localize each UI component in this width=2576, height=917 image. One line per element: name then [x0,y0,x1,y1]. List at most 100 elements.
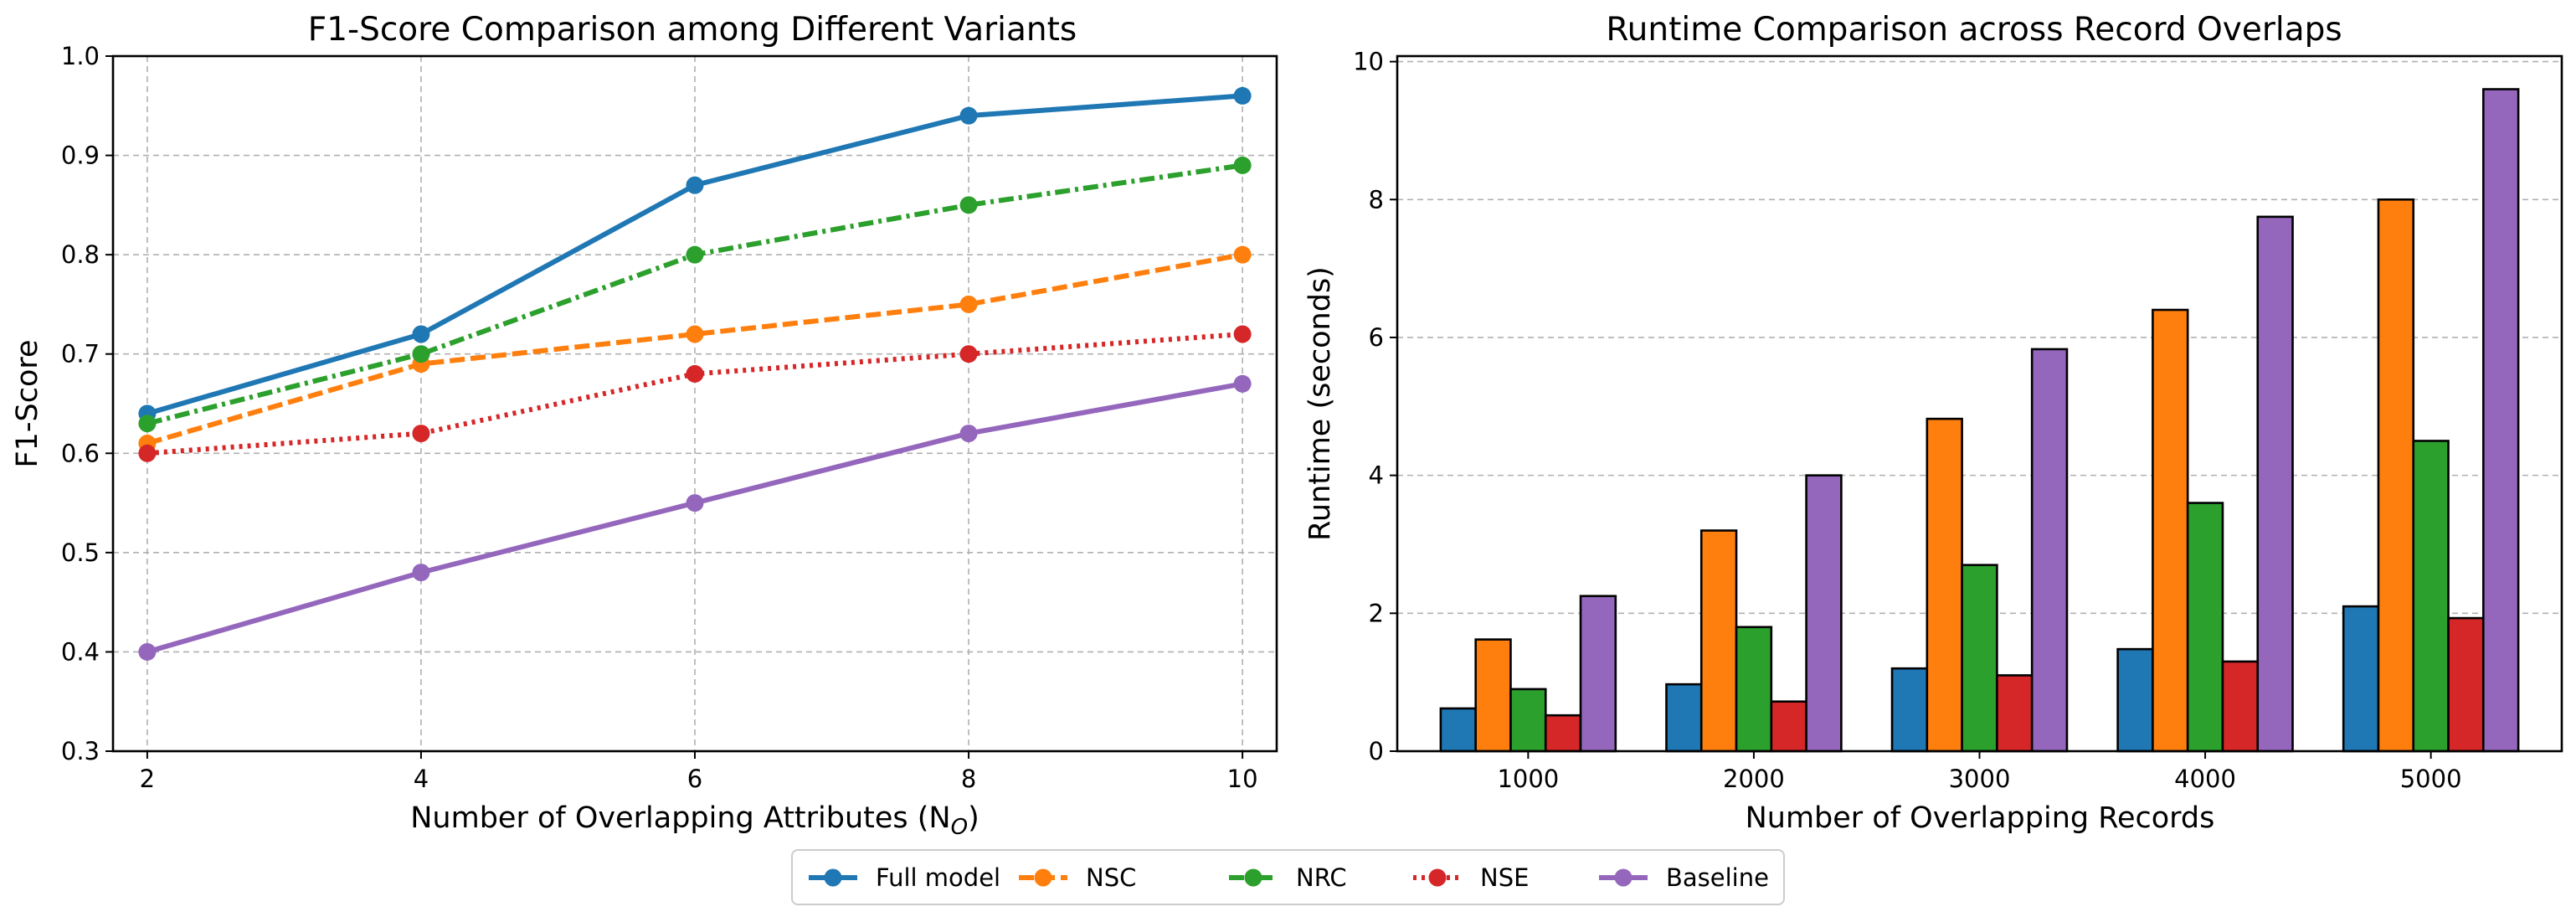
bar [2256,215,2294,753]
left-series-nrc [138,156,1252,433]
series-line [147,252,1243,446]
left-series-baseline [138,374,1252,661]
right-series-nse [1544,616,2485,753]
bar [1805,474,1843,753]
data-point [1233,245,1252,264]
bar [1579,595,1617,753]
right-y-tick-label: 10 [1353,48,1384,76]
left-series-nse [138,325,1252,462]
bar [2482,88,2520,753]
data-point [686,364,704,383]
data-point [138,444,157,462]
left-y-tick-label: 0.6 [61,439,100,467]
data-point [686,494,704,513]
legend-entry-nrc: NRC [1229,863,1347,892]
legend-label: NSE [1480,863,1529,892]
data-point [412,345,430,363]
legend-entry-nsc: NSC [1019,863,1136,892]
bar [2342,605,2380,753]
bar [1509,688,1547,753]
left-y-tick-label: 0.4 [61,637,100,666]
bar [2116,647,2154,753]
left-y-tick-label: 0.9 [61,142,100,170]
right-y-tick-label: 6 [1369,323,1384,352]
legend-marker [824,868,842,887]
bar [2377,198,2415,753]
bar [2152,308,2189,753]
right-ticks: 0 2 4 6 8 10 1000 2000 3000 4000 5000 [1353,48,2461,793]
right-x-axis-label: Number of Overlapping Records [1746,801,2215,835]
f1-line-chart: F1-Score Comparison among Different Vari… [11,11,1278,840]
runtime-bar-chart: Runtime Comparison across Record Overlap… [1303,11,2563,835]
left-x-axis-label-subscript: O [951,815,968,840]
data-point [686,245,704,264]
left-x-tick-label: 6 [687,765,702,793]
right-x-tick-label: 5000 [2400,765,2462,793]
legend-label: NRC [1296,863,1347,892]
bar [1770,700,1807,753]
data-point [959,345,978,363]
legend-label: Full model [876,863,1000,892]
right-x-tick-label: 2000 [1723,765,1785,793]
bar [1665,683,1703,753]
left-chart-title: F1-Score Comparison among Different Vari… [308,11,1077,49]
data-point [959,196,978,214]
data-point [959,295,978,313]
data-point [412,425,430,443]
left-ticks: 0.3 0.4 0.5 0.6 0.7 0.8 0.9 1.0 2 4 6 8 10 [61,42,1258,793]
data-point [138,415,157,433]
right-x-tick-label: 1000 [1497,765,1559,793]
right-y-tick-label: 2 [1369,599,1384,627]
data-point [959,106,978,125]
left-x-axis-label-suffix: ) [968,801,979,835]
bar [1926,417,1963,753]
legend-marker [1614,868,1632,887]
data-point [959,425,978,443]
right-y-tick-label: 4 [1369,461,1384,490]
left-x-tick-label: 8 [961,765,976,793]
legend-marker [1034,868,1052,887]
data-point [138,642,157,661]
left-y-tick-label: 1.0 [61,42,100,70]
legend-marker [1244,868,1262,887]
data-point [1233,156,1252,174]
legend-entry-full-model: Full model [809,863,1000,892]
data-point [1233,374,1252,393]
bar [2221,660,2260,753]
data-point [1233,325,1252,343]
bar [1699,529,1738,753]
bar [1544,714,1582,753]
legend-entry-nse: NSE [1413,863,1529,892]
left-y-tick-label: 0.8 [61,240,100,269]
bar [1439,707,1477,753]
series-line [147,162,1243,426]
left-y-tick-label: 0.7 [61,340,100,368]
bar [1961,564,1998,753]
legend-entries: Full model NSC NRC NSE Baseline [809,863,1769,892]
right-y-tick-label: 0 [1369,737,1384,765]
left-x-tick-label: 10 [1227,765,1258,793]
data-point [412,325,430,343]
left-series-group [138,86,1252,661]
bar [2412,440,2450,753]
left-x-tick-label: 4 [414,765,429,793]
legend-label: NSC [1086,863,1136,892]
left-y-axis-label: F1-Score [11,339,44,467]
legend-marker [1428,868,1447,887]
right-x-tick-label: 3000 [1949,765,2011,793]
data-point [412,564,430,582]
bar [1735,626,1773,753]
bar [1996,674,2034,753]
data-point [686,176,704,194]
right-chart-title: Runtime Comparison across Record Overlap… [1606,11,2342,49]
left-gridlines [113,55,1277,752]
legend-box [791,849,1785,905]
left-y-tick-label: 0.3 [61,737,100,765]
data-point [686,325,704,343]
left-x-tick-label: 2 [140,765,155,793]
left-x-axis-label: Number of Overlapping Attributes (NO) [410,801,979,840]
legend: Full model NSC NRC NSE Baseline [791,849,1785,905]
legend-label: Baseline [1666,863,1769,892]
right-y-axis-label: Runtime (seconds) [1303,266,1337,541]
